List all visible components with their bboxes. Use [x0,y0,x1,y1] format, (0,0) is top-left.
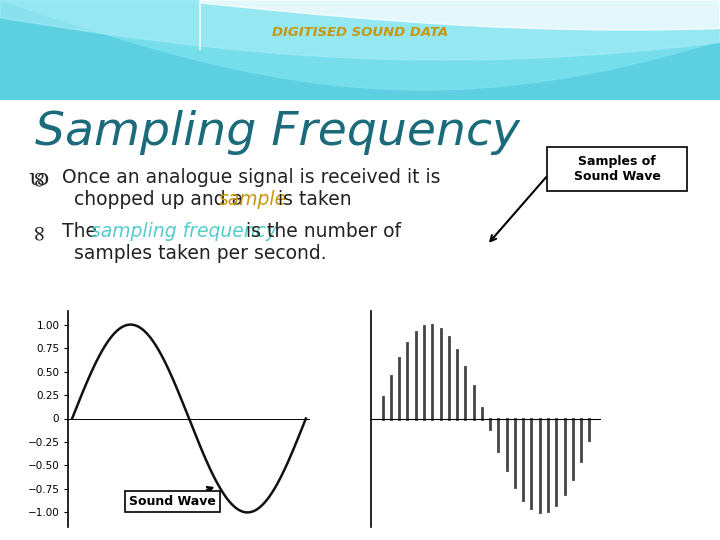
Text: The: The [62,222,103,241]
Polygon shape [0,0,720,60]
FancyBboxPatch shape [547,147,687,191]
Polygon shape [200,0,720,50]
Text: sample: sample [219,190,287,209]
Text: Samples of
Sound Wave: Samples of Sound Wave [574,155,660,183]
Text: chopped up and a: chopped up and a [62,190,249,209]
Text: ɩɔ: ɩɔ [28,168,49,190]
Text: ∞: ∞ [28,168,50,186]
Text: sampling frequency: sampling frequency [91,222,277,241]
Text: is taken: is taken [272,190,351,209]
Text: Once an analogue signal is received it is: Once an analogue signal is received it i… [62,168,441,187]
Text: is the number of: is the number of [240,222,401,241]
Bar [0,0,720,100]
Text: Sampling Frequency: Sampling Frequency [35,110,520,155]
Text: ∞: ∞ [28,222,50,240]
Text: Sound Wave: Sound Wave [129,487,216,508]
Text: DIGITISED SOUND DATA: DIGITISED SOUND DATA [272,25,448,38]
Text: samples taken per second.: samples taken per second. [62,244,327,263]
Polygon shape [0,0,720,90]
